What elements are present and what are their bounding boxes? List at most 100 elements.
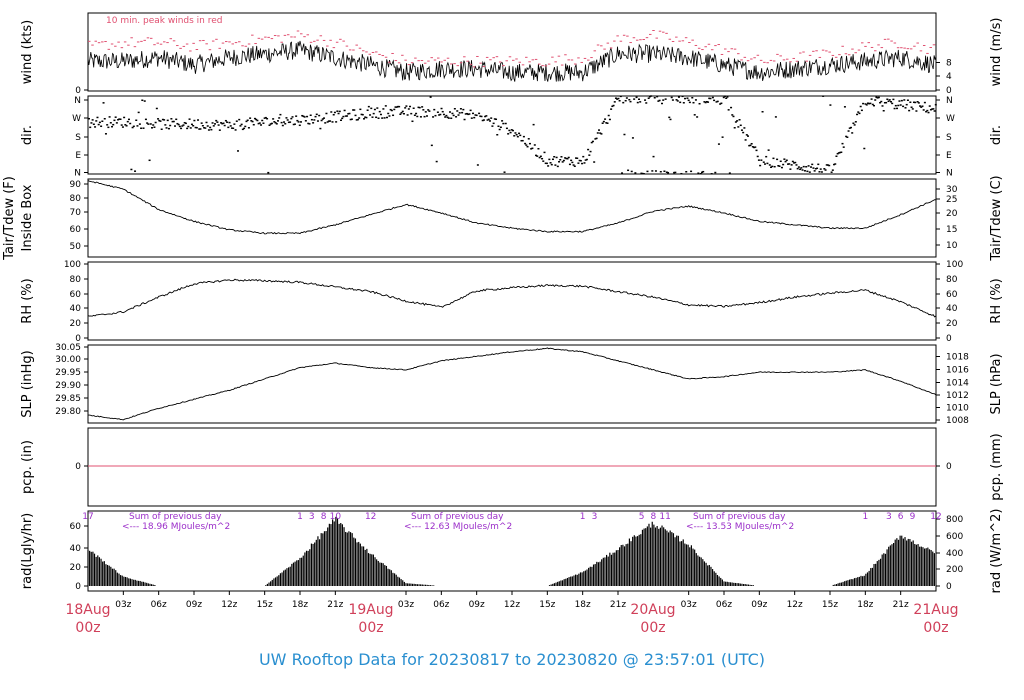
rh-right-tick-label: 20 xyxy=(946,319,958,329)
rad-hour-mark: 3 xyxy=(309,512,315,522)
temp-left-tick-label: 90 xyxy=(70,180,82,190)
rad-hour-mark: 1 xyxy=(862,512,868,522)
slp-right-tick-label: 1014 xyxy=(946,379,969,389)
temp-right-tick-label: 20 xyxy=(946,209,958,219)
dir-right-label: dir. xyxy=(989,125,1004,145)
rad-hour-mark: 5 xyxy=(639,512,645,522)
wind-left-tick-label: 0 xyxy=(75,86,81,96)
rh-right-tick-label: 0 xyxy=(946,334,952,344)
slp-right-tick-label: 1012 xyxy=(946,391,969,401)
date-label-3-hour: 00z xyxy=(923,620,948,636)
rh-right-tick-label: 40 xyxy=(946,304,958,314)
x-hour-tick-label: 21z xyxy=(327,600,343,610)
dir-left-label: dir. xyxy=(20,125,35,145)
rad-left-tick-label: 20 xyxy=(70,563,82,573)
chart-marks: 0 048NESWNNESWN50607080901015202530020406… xyxy=(55,30,969,610)
x-hour-tick-label: 09z xyxy=(186,600,202,610)
temp-right-label: Tair/Tdew (C) xyxy=(989,175,1004,261)
slp-left-tick-label: 30.00 xyxy=(55,355,81,365)
wind-panel-frame xyxy=(87,12,937,92)
rad-hour-mark: 1 xyxy=(580,512,586,522)
slp-right-tick-label: 1018 xyxy=(946,353,969,363)
temp-left-label-1: Tair/Tdew (F) xyxy=(2,176,17,261)
rad-hour-mark: 8 xyxy=(650,512,656,522)
wind-left-label: wind (kts) xyxy=(20,20,35,84)
x-hour-tick-label: 12z xyxy=(221,600,237,610)
dir-panel-frame xyxy=(87,95,937,175)
rad-left-tick-label: 40 xyxy=(70,544,82,554)
slp-right-label: SLP (hPa) xyxy=(989,353,1004,414)
rh-left-tick-label: 100 xyxy=(64,260,81,270)
temp-right-tick-label: 25 xyxy=(946,195,957,205)
rad-hour-mark: 3 xyxy=(592,512,598,522)
slp-left-label: SLP (inHg) xyxy=(20,350,35,418)
rad-hour-mark: 3 xyxy=(886,512,892,522)
x-hour-tick-label: 03z xyxy=(115,600,131,610)
dir-left-tick-label: S xyxy=(75,133,81,143)
rh-right-tick-label: 60 xyxy=(946,290,958,300)
wind-right-label: wind (m/s) xyxy=(989,18,1004,87)
rh-right-tick-label: 100 xyxy=(946,260,963,270)
slp-left-tick-label: 30.05 xyxy=(55,343,81,353)
rad-hour-mark: 11 xyxy=(659,512,670,522)
dir-right-tick-label: S xyxy=(946,133,952,143)
temp-right-tick-label: 30 xyxy=(946,185,958,195)
x-hour-tick-label: 12z xyxy=(504,600,520,610)
rh-right-tick-label: 80 xyxy=(946,275,958,285)
slp-left-tick-label: 29.95 xyxy=(55,368,81,378)
rh-left-tick-label: 40 xyxy=(70,304,82,314)
pcp-right-label: pcp. (mm) xyxy=(989,433,1004,500)
rh-panel-frame xyxy=(87,261,937,341)
x-hour-tick-label: 15z xyxy=(539,600,555,610)
temp-left-tick-label: 50 xyxy=(70,242,82,252)
dir-left-tick-label: W xyxy=(72,114,81,124)
wind-right-tick-label: 8 xyxy=(946,59,952,69)
rad-note-2-line1: Sum of previous day xyxy=(411,512,504,522)
rad-left-label: rad(Lgly/hr) xyxy=(20,513,35,589)
temp-right-tick-label: 10 xyxy=(946,241,958,251)
dir-right-tick-label: N xyxy=(946,96,953,106)
rad-note-3-line1: Sum of previous day xyxy=(693,512,786,522)
rad-right-tick-label: 600 xyxy=(946,532,963,542)
slp-panel-frame xyxy=(87,344,937,424)
temp-right-tick-label: 15 xyxy=(946,225,957,235)
date-label-2-day: 20Aug xyxy=(630,602,675,618)
rad-hour-mark: 17 xyxy=(82,512,93,522)
slp-left-tick-label: 29.85 xyxy=(55,394,81,404)
x-hour-tick-label: 15z xyxy=(257,600,273,610)
slp-left-tick-label: 29.90 xyxy=(55,381,81,391)
rad-right-label: rad (W/m^2) xyxy=(989,509,1004,594)
rad-note-2-line2: <--- 12.63 MJoules/m^2 xyxy=(404,522,512,532)
pcp-left-label: pcp. (in) xyxy=(20,440,35,494)
wind-right-tick-label: 0 xyxy=(946,86,952,96)
pcp-right-tick-label: 0 xyxy=(946,462,952,472)
rh-left-label: RH (%) xyxy=(20,278,35,323)
rad-right-tick-label: 800 xyxy=(946,515,963,525)
slp-right-tick-label: 1010 xyxy=(946,404,969,414)
slp-right-tick-label: 1008 xyxy=(946,416,969,426)
date-label-3-day: 21Aug xyxy=(913,602,958,618)
rad-hour-mark: 9 xyxy=(910,512,916,522)
rad-note-1-line2: <--- 18.96 MJoules/m^2 xyxy=(122,522,230,532)
temp-left-tick-label: 70 xyxy=(70,208,82,218)
x-hour-tick-label: 06z xyxy=(151,600,167,610)
rad-left-tick-label: 60 xyxy=(70,522,82,532)
rad-right-tick-label: 400 xyxy=(946,549,963,559)
rad-left-tick-label: 0 xyxy=(75,582,81,592)
x-hour-tick-label: 15z xyxy=(822,600,838,610)
dir-left-tick-label: N xyxy=(74,169,81,179)
rh-right-label: RH (%) xyxy=(989,278,1004,323)
rh-left-tick-label: 60 xyxy=(70,290,82,300)
slp-line xyxy=(88,347,937,421)
date-label-1-hour: 00z xyxy=(358,620,383,636)
x-hour-tick-label: 03z xyxy=(681,600,697,610)
wind-right-tick-label: 4 xyxy=(946,72,952,82)
tair-line xyxy=(87,180,937,235)
rad-hour-mark: 8 xyxy=(321,512,327,522)
chart-title: UW Rooftop Data for 20230817 to 20230820… xyxy=(259,650,765,669)
dir-left-tick-label: E xyxy=(75,151,81,161)
rad-hour-mark: 12 xyxy=(930,512,941,522)
pcp-panel-frame xyxy=(87,427,937,507)
x-hour-tick-label: 06z xyxy=(716,600,732,610)
temp-left-label-2: Inside Box xyxy=(20,184,35,251)
